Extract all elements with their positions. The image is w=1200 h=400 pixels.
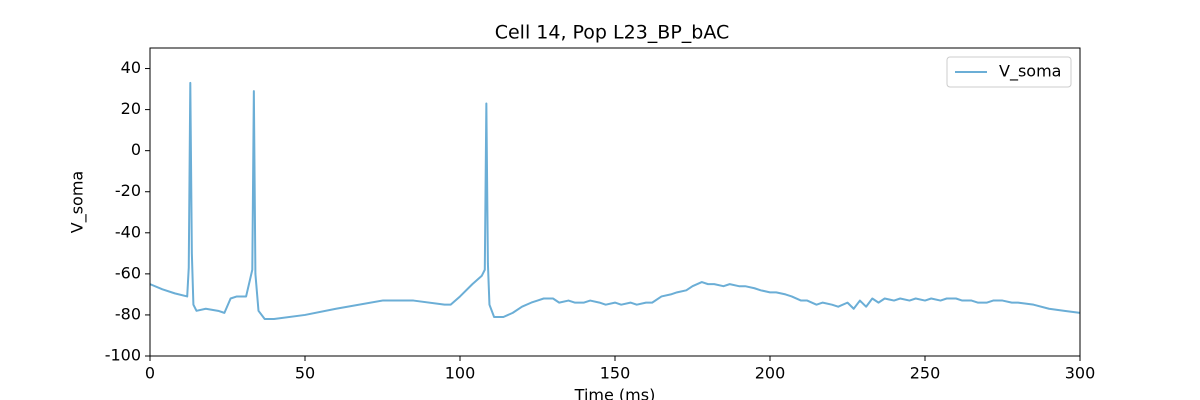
y-tick-label: -80	[115, 304, 141, 323]
y-tick-label: 0	[131, 140, 141, 159]
y-tick-label: 20	[121, 99, 141, 118]
legend-box	[946, 56, 1072, 88]
legend-label: V_soma	[999, 62, 1061, 82]
x-tick-label: 50	[295, 364, 315, 383]
y-tick-label: 40	[121, 58, 141, 77]
y-tick-label: -100	[105, 346, 141, 365]
x-tick-label: 150	[600, 364, 631, 383]
x-axis-label: Time (ms)	[574, 386, 656, 400]
chart-title: Cell 14, Pop L23_BP_bAC	[495, 22, 730, 44]
y-tick-label: -40	[115, 222, 141, 241]
x-tick-label: 100	[445, 364, 476, 383]
plot-frame	[149, 47, 1081, 357]
x-tick-label: 200	[755, 364, 786, 383]
y-tick-label: -20	[115, 181, 141, 200]
x-tick-label: 300	[1065, 364, 1096, 383]
y-axis-label: V_soma	[68, 171, 88, 233]
x-tick-label: 250	[910, 364, 941, 383]
y-tick-label: -60	[115, 263, 141, 282]
line	[149, 81, 1081, 321]
x-tick-label: 0	[145, 364, 155, 383]
